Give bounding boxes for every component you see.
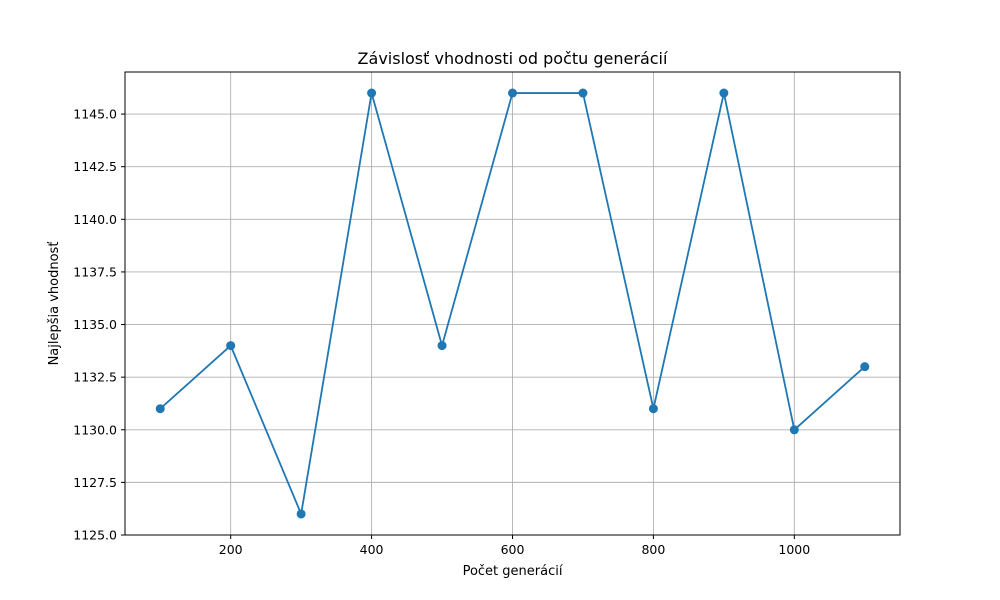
data-point [226, 341, 236, 351]
data-point [648, 404, 658, 414]
data-point [578, 88, 588, 98]
x-tick-label: 400 [360, 542, 384, 557]
y-tick-label: 1130.0 [73, 422, 117, 437]
data-point [155, 404, 165, 414]
y-tick-label: 1142.5 [73, 159, 117, 174]
x-tick-label: 200 [219, 542, 243, 557]
data-point [367, 88, 377, 98]
series-layer [155, 88, 870, 519]
y-tick-label: 1135.0 [73, 317, 117, 332]
data-point [508, 88, 517, 98]
x-axis-label: Počet generácií [463, 564, 563, 579]
y-axis-label: Najlepšia vhodnosť [47, 242, 62, 366]
grid-lines [125, 72, 900, 536]
y-tick-label: 1127.5 [73, 475, 117, 490]
x-tick-label: 800 [641, 542, 665, 557]
x-tick-label: 600 [501, 542, 525, 557]
data-point [719, 88, 729, 98]
y-tick-label: 1132.5 [73, 370, 117, 385]
y-axis: 1125.0 1127.5 1130.0 1132.5 1135.0 1137.5 1140… [73, 107, 125, 543]
x-axis: 200 400 600 800 1000 [219, 535, 810, 557]
data-point [860, 362, 870, 372]
x-tick-label: 1000 [778, 542, 810, 557]
chart-title: Závislosť vhodnosti od počtu generácií [358, 49, 668, 68]
y-tick-label: 1137.5 [73, 264, 117, 279]
y-tick-label: 1140.0 [73, 212, 117, 227]
data-point [296, 509, 306, 519]
data-point [437, 341, 447, 351]
data-point [789, 425, 799, 435]
y-tick-label: 1145.0 [73, 107, 117, 122]
y-tick-label: 1125.0 [73, 528, 117, 543]
